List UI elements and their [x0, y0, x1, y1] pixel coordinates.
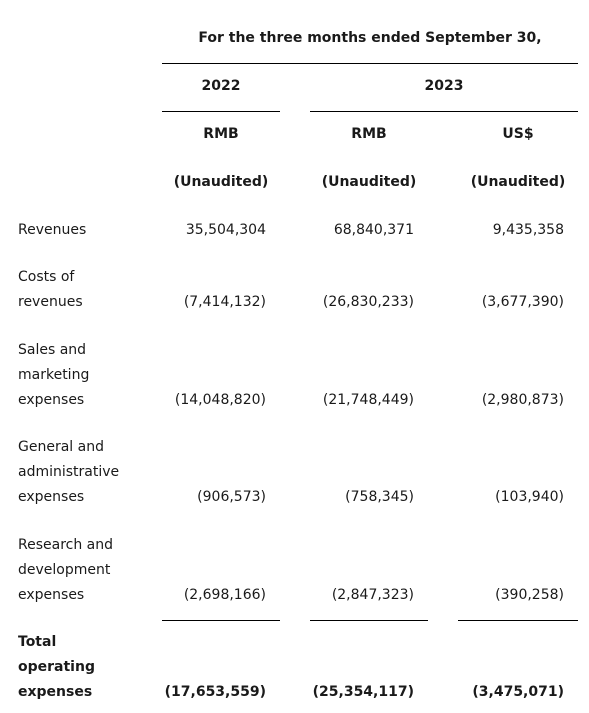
cell-2023-usd: (3,677,390) — [481, 294, 564, 310]
period-header: For the three months ended September 30, — [198, 30, 542, 46]
cell-2022-rmb: (7,414,132) — [183, 294, 266, 310]
cell-2023-usd: (3,475,071) — [472, 684, 564, 700]
cell-2023-usd: (103,940) — [495, 489, 564, 505]
row-label: development — [18, 562, 111, 578]
currency-col-2: RMB — [351, 126, 387, 142]
row-label: Sales and — [18, 342, 87, 358]
cell-2023-usd: 9,435,358 — [492, 222, 564, 238]
cell-2023-rmb: (21,748,449) — [322, 392, 414, 408]
year-2023-rule — [310, 111, 578, 112]
row-label: operating — [18, 659, 95, 675]
currency-col-3: US$ — [502, 126, 534, 142]
cell-2022-rmb: (2,698,166) — [183, 587, 266, 603]
cell-2022-rmb: (17,653,559) — [164, 684, 266, 700]
currency-col-1: RMB — [203, 126, 239, 142]
audit-col-2: (Unaudited) — [321, 174, 417, 190]
row-label: administrative — [18, 464, 120, 480]
cell-2023-rmb: (758,345) — [345, 489, 414, 505]
row-label: marketing — [18, 367, 90, 383]
row-label: Research and — [18, 537, 114, 553]
subtotal-rule-col-1 — [162, 620, 280, 621]
cell-2023-rmb: (2,847,323) — [331, 587, 414, 603]
subtotal-rule-col-2 — [310, 620, 428, 621]
header-rule — [162, 63, 578, 64]
year-2022: 2022 — [201, 78, 241, 94]
cell-2023-usd: (390,258) — [495, 587, 564, 603]
cell-2023-usd: (2,980,873) — [481, 392, 564, 408]
audit-col-1: (Unaudited) — [173, 174, 269, 190]
cell-2023-rmb: 68,840,371 — [333, 222, 414, 238]
row-label: expenses — [18, 587, 85, 603]
cell-2022-rmb: 35,504,304 — [185, 222, 266, 238]
row-label: expenses — [18, 392, 85, 408]
cell-2022-rmb: (14,048,820) — [174, 392, 266, 408]
row-label: General and — [18, 439, 104, 455]
cell-2023-rmb: (25,354,117) — [312, 684, 414, 700]
row-label: expenses — [18, 489, 85, 505]
year-2022-rule — [162, 111, 280, 112]
year-2023: 2023 — [424, 78, 464, 94]
row-label: revenues — [18, 294, 83, 310]
subtotal-rule-col-3 — [458, 620, 578, 621]
row-label: expenses — [18, 684, 93, 700]
row-label: Total — [18, 634, 57, 650]
cell-2022-rmb: (906,573) — [197, 489, 266, 505]
row-label: Revenues — [18, 222, 87, 238]
row-label: Costs of — [18, 269, 75, 285]
audit-col-3: (Unaudited) — [470, 174, 566, 190]
cell-2023-rmb: (26,830,233) — [322, 294, 414, 310]
